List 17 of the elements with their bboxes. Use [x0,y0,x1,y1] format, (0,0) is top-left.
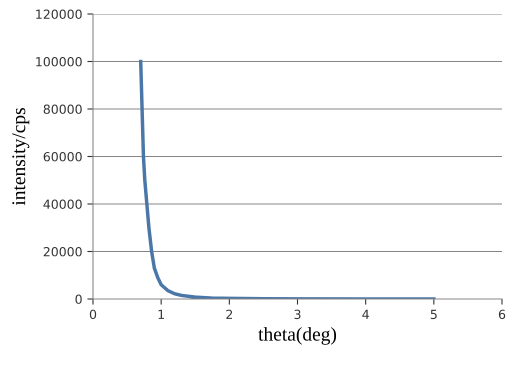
x-tick-label: 1 [158,310,164,319]
y-tick-label: 100000 [36,56,82,66]
y-axis-title: intensity/cps [12,108,30,206]
x-tick-label: 2 [226,310,232,319]
y-tick-label: 80000 [44,104,82,114]
x-tick-label: 5 [430,310,437,320]
line-series [138,60,436,299]
y-tick-label: 0 [75,294,82,304]
y-tick-label: 60000 [44,152,82,162]
y-tick-label: 120000 [36,9,82,19]
y-tick-label: 20000 [44,246,82,256]
x-tick-label: 4 [362,310,369,319]
x-axis-title: theta(deg) [258,327,336,345]
x-tick-label: 6 [498,310,506,320]
x-tick-label: 0 [90,310,96,320]
y-tick-label: 40000 [43,199,82,209]
x-tick-label: 3 [294,310,300,320]
